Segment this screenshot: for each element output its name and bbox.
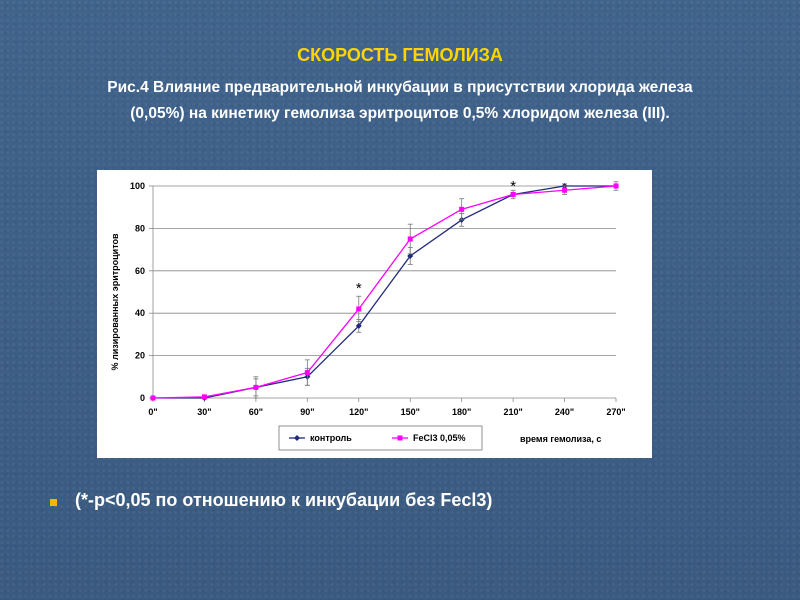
data-point: [150, 395, 156, 401]
legend-item-2: FeCl3 0,05%: [392, 433, 466, 443]
x-tick-label: 0": [148, 407, 157, 417]
series-line: [153, 185, 616, 399]
data-point: [407, 236, 413, 242]
x-tick-label: 210": [503, 407, 522, 417]
annotations: **: [356, 178, 516, 297]
series-layer: [150, 181, 619, 401]
data-point: [459, 206, 465, 212]
footnote-text: (*-p<0,05 по отношению к инкубации без F…: [75, 490, 493, 510]
series-line: [152, 185, 617, 399]
x-tick-label: 240": [555, 407, 574, 417]
y-tick-label: 100: [130, 181, 145, 191]
data-point: [356, 306, 362, 312]
legend-box: [278, 425, 483, 451]
x-tick-label: 90": [300, 407, 314, 417]
y-axis-label: % лизированных эритроцитов: [110, 233, 120, 370]
x-tick-labels: 0" 30" 60" 90" 120" 150" 180" 210" 240" 270": [148, 407, 625, 417]
axes: [149, 185, 617, 402]
figure-caption: Рис.4 Влияние предварительной инкубации …: [20, 75, 780, 127]
footnote-bullet: (*-p<0,05 по отношению к инкубации без F…: [50, 490, 770, 520]
caption-line-2: (0,05%) на кинетику гемолиза эритроцитов…: [130, 105, 670, 122]
caption-line-1: Рис.4 Влияние предварительной инкубации …: [107, 79, 693, 96]
series-2: [150, 181, 619, 401]
gridlines: [153, 185, 616, 357]
slide-title: СКОРОСТЬ ГЕМОЛИЗА: [297, 45, 503, 65]
data-point: [407, 252, 414, 259]
data-point: [201, 394, 207, 400]
hemolysis-line-chart: 0 20 40 60 80 100 0" 30" 60" 90" 120" 150" 180" 210"…: [110, 178, 626, 451]
series-1: [150, 183, 619, 401]
x-tick-label: 150": [401, 407, 420, 417]
y-tick-label: 0: [140, 393, 145, 403]
legend-label: контроль: [310, 433, 352, 443]
legend-marker: [294, 435, 300, 441]
x-tick-label: 180": [452, 407, 471, 417]
data-point: [304, 370, 310, 376]
data-point: [613, 183, 619, 189]
y-tick-label: 20: [135, 351, 145, 361]
y-tick-label: 60: [135, 266, 145, 276]
chart-panel: 0 20 40 60 80 100 0" 30" 60" 90" 120" 150" 180" 210"…: [97, 170, 652, 458]
legend-item-1: контроль: [289, 433, 352, 443]
data-point: [510, 191, 516, 197]
significance-asterisk: *: [510, 178, 516, 195]
legend-marker: [397, 435, 403, 441]
x-tick-label: 270": [606, 407, 625, 417]
significance-asterisk: *: [356, 280, 362, 297]
data-point: [562, 187, 568, 193]
x-tick-label: 60": [249, 407, 263, 417]
x-axis-label: время гемолиза, с: [520, 434, 601, 444]
data-point: [355, 322, 362, 329]
x-tick-label: 120": [349, 407, 368, 417]
y-tick-label: 40: [135, 308, 145, 318]
x-tick-label: 30": [197, 407, 211, 417]
legend-label: FeCl3 0,05%: [413, 433, 466, 443]
bullet-square-icon: [50, 499, 57, 506]
y-tick-label: 80: [135, 223, 145, 233]
y-tick-labels: 0 20 40 60 80 100: [130, 181, 145, 403]
legend: контроль FeCl3 0,05%: [278, 425, 483, 451]
data-point: [253, 384, 259, 390]
